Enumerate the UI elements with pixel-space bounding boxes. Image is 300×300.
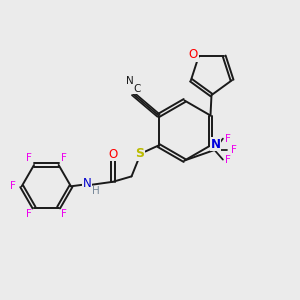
Text: N: N [82,177,91,190]
Text: H: H [92,186,100,197]
Text: N: N [211,137,221,151]
Text: C: C [133,83,140,94]
Text: F: F [225,154,231,165]
Text: F: F [225,134,231,144]
Text: F: F [61,153,67,164]
Text: F: F [61,209,67,219]
Text: S: S [135,147,144,161]
Text: F: F [11,181,16,191]
Text: O: O [108,148,118,161]
Text: O: O [189,48,198,61]
Text: F: F [26,153,32,164]
Text: F: F [231,145,237,155]
Text: N: N [126,76,134,86]
Text: F: F [26,209,32,219]
